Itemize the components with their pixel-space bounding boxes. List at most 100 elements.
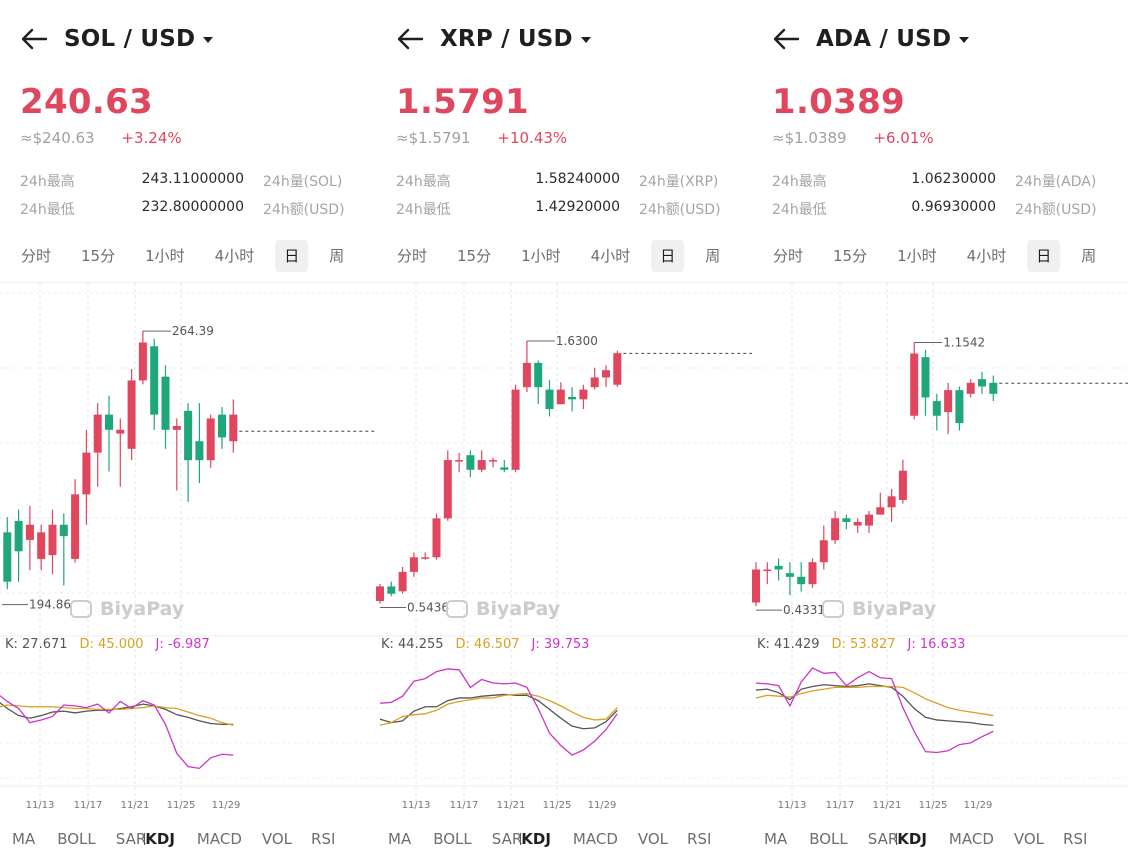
- indicator-tab[interactable]: MA: [764, 830, 788, 848]
- indicator-tab[interactable]: MACD: [572, 830, 618, 848]
- high-price-label: 1.6300: [556, 334, 598, 348]
- candle-body: [808, 562, 817, 585]
- tab-interval[interactable]: 4小时: [590, 247, 631, 265]
- tab-interval[interactable]: 4小时: [214, 247, 255, 265]
- tab-interval[interactable]: 15分: [81, 247, 116, 265]
- tab-interval[interactable]: 分时: [773, 247, 804, 265]
- indicator-tab[interactable]: KDJ: [521, 830, 551, 848]
- candle-body: [978, 379, 986, 387]
- indicator-tab[interactable]: MACD: [196, 830, 242, 848]
- candle-body: [590, 377, 599, 388]
- stat-label: 24h最低: [396, 202, 451, 218]
- indicator-tab[interactable]: BOLL: [433, 830, 472, 848]
- indicator-tab[interactable]: VOL: [637, 830, 669, 848]
- watermark-logo-icon: [822, 600, 844, 618]
- indicator-tab[interactable]: VOL: [261, 830, 293, 848]
- indicator-tab[interactable]: BOLL: [57, 830, 96, 848]
- pair-title[interactable]: ADA / USD: [816, 26, 952, 52]
- indicator-bar: MA BOLL SAR KDJ MACD VOL RSI: [376, 825, 752, 853]
- tab-interval[interactable]: 日: [275, 240, 309, 272]
- indicator-tab[interactable]: RSI: [311, 830, 336, 848]
- tab-interval[interactable]: 1小时: [145, 247, 185, 265]
- date-tick-label: 11/21: [497, 800, 526, 811]
- candle-body: [206, 418, 215, 461]
- header: ADA / USD: [772, 22, 970, 56]
- indicator-tab[interactable]: SAR: [491, 830, 523, 848]
- tab-interval[interactable]: 1小时: [521, 247, 561, 265]
- indicator-tab[interactable]: RSI: [687, 830, 712, 848]
- chevron-down-icon[interactable]: [203, 37, 214, 43]
- date-tick-label: 11/13: [402, 800, 431, 811]
- indicator-tab[interactable]: MACD: [948, 830, 994, 848]
- indicator-tab[interactable]: KDJ: [145, 830, 175, 848]
- stat-label: 24h最高: [20, 174, 75, 190]
- stat-value: 1.42920000: [535, 199, 620, 215]
- candle-body: [138, 342, 147, 381]
- stat-row: 24h最低 0.96930000 24h额(USD): [772, 199, 1112, 227]
- tab-interval[interactable]: 日: [1027, 240, 1061, 272]
- indicator-tab[interactable]: KDJ: [897, 830, 927, 848]
- indicator-tab[interactable]: MA: [12, 830, 36, 848]
- date-tick-label: 11/29: [212, 800, 241, 811]
- indicator-tab[interactable]: SAR: [115, 830, 147, 848]
- stat-key: 24h量(ADA): [1015, 174, 1097, 190]
- kdj-legend: K: 27.671 D: 45.000 J: -6.987: [5, 637, 222, 652]
- tab-interval[interactable]: 日: [651, 240, 685, 272]
- tab-interval[interactable]: 15分: [833, 247, 868, 265]
- indicator-tab[interactable]: RSI: [1063, 830, 1088, 848]
- candle-body: [127, 380, 136, 449]
- interval-tabs: 分时 15分 1小时 4小时 日 周: [764, 240, 1117, 272]
- chevron-down-icon[interactable]: [580, 37, 591, 43]
- indicator-tab[interactable]: MA: [388, 830, 412, 848]
- low-price-label: 0.5436: [407, 600, 449, 614]
- candle-body: [774, 565, 783, 570]
- candle-body: [184, 410, 193, 461]
- stat-row: 24h最低 232.80000000 24h额(USD): [20, 199, 360, 227]
- watermark-logo-icon: [70, 600, 92, 618]
- kdj-d-value: D: 46.507: [455, 637, 520, 652]
- kdj-j-value: J: 39.753: [531, 637, 590, 652]
- last-price: 240.63: [20, 82, 154, 122]
- chart-area[interactable]: 1.6300 0.5436 11/13 11/17 11/21 11/25 11/29: [376, 283, 752, 825]
- tab-interval[interactable]: 周: [329, 247, 345, 265]
- header: SOL / USD: [20, 22, 214, 56]
- indicator-tab[interactable]: VOL: [1013, 830, 1045, 848]
- kdj-k-line: [0, 702, 234, 726]
- pair-title[interactable]: XRP / USD: [440, 26, 573, 52]
- stat-key: 24h额(USD): [1015, 202, 1097, 218]
- stats-block: 24h最高 1.58240000 24h量(XRP) 24h最低 1.42920…: [396, 171, 736, 227]
- tab-interval[interactable]: 1小时: [897, 247, 937, 265]
- tab-interval[interactable]: 分时: [21, 247, 52, 265]
- pair-title[interactable]: SOL / USD: [64, 26, 196, 52]
- candle-body: [376, 586, 384, 602]
- indicator-tab[interactable]: BOLL: [809, 830, 848, 848]
- chart-area[interactable]: 264.39 194.86 11/13 11/17 11/21 11/25 11/29: [0, 283, 376, 825]
- chart-area[interactable]: 1.1542 0.4331 11/13 11/17 11/21 11/25 11/29: [752, 283, 1128, 825]
- last-price: 1.0389: [772, 82, 906, 122]
- candle-body: [500, 467, 509, 470]
- back-arrow-icon[interactable]: [772, 27, 800, 51]
- price-sub: ≈$1.0389 +6.01%: [772, 129, 934, 147]
- stat-value: 1.06230000: [911, 171, 996, 187]
- last-price: 1.5791: [396, 82, 530, 122]
- tab-interval[interactable]: 15分: [457, 247, 492, 265]
- tab-interval[interactable]: 周: [705, 247, 721, 265]
- tab-interval[interactable]: 周: [1081, 247, 1097, 265]
- stat-label: 24h最高: [772, 174, 827, 190]
- chevron-down-icon[interactable]: [959, 37, 970, 43]
- candle-body: [898, 470, 907, 500]
- candle-body: [853, 521, 862, 526]
- candle-body: [534, 362, 543, 388]
- back-arrow-icon[interactable]: [20, 27, 48, 51]
- watermark-text: BiyaPay: [852, 598, 937, 620]
- tab-interval[interactable]: 4小时: [966, 247, 1007, 265]
- tab-interval[interactable]: 分时: [397, 247, 428, 265]
- candle-body: [455, 460, 464, 462]
- candle-body: [105, 414, 113, 430]
- watermark: BiyaPay: [446, 598, 560, 620]
- watermark: BiyaPay: [70, 598, 184, 620]
- candle-body: [229, 414, 238, 442]
- back-arrow-icon[interactable]: [396, 27, 424, 51]
- indicator-tab[interactable]: SAR: [867, 830, 899, 848]
- candle-body: [752, 569, 760, 603]
